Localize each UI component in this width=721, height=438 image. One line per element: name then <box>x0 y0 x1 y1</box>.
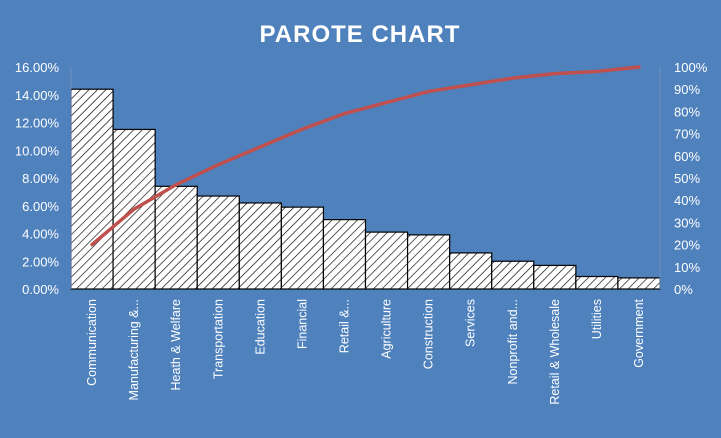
bar <box>406 234 451 290</box>
y2-axis-tick-label: 60% <box>674 149 700 164</box>
bar <box>196 195 240 290</box>
x-axis-category-label: Construction <box>422 299 436 369</box>
x-axis-category-label: Services <box>464 299 478 347</box>
plot-area: 0.00% 2.00% 4.00% 6.00% 8.00% 10.00% 12.00% 14.… <box>15 60 708 405</box>
y-axis-tick-label: 4.00% <box>22 227 59 242</box>
y2-axis-tick-label: 90% <box>674 82 700 97</box>
bar <box>280 206 325 290</box>
bar <box>238 202 282 290</box>
x-axis-category-label: Retail &... <box>337 299 351 353</box>
bar <box>575 275 619 290</box>
y-axis-tick-label: 16.00% <box>15 60 60 75</box>
y-axis-tick-label: 10.00% <box>15 143 60 158</box>
x-axis-category-label: Agriculture <box>380 299 394 359</box>
x-axis-category-label: Government <box>632 298 646 367</box>
y-axis-tick-label: 8.00% <box>22 171 59 186</box>
bar <box>364 231 409 290</box>
y2-axis-tick-label: 100% <box>674 60 708 75</box>
y2-axis-tick-label: 50% <box>674 171 700 186</box>
y2-axis-tick-label: 80% <box>674 104 700 119</box>
y-axis-tick-label: 2.00% <box>22 254 59 269</box>
y2-axis-tick-label: 40% <box>674 193 700 208</box>
x-axis-category-label: Manufacturing &... <box>127 299 141 400</box>
bar <box>322 219 367 290</box>
y2-axis-tick-label: 30% <box>674 215 700 230</box>
bar <box>617 277 661 290</box>
x-axis-category-label: Retail & Wholesale <box>548 299 562 405</box>
y2-axis-tick-label: 20% <box>674 238 700 253</box>
x-axis-category-label: Education <box>253 299 267 355</box>
x-axis-category-label: Transportation <box>211 299 225 379</box>
x-axis-category-label: Nonprofit and... <box>506 299 520 384</box>
bar <box>533 264 577 290</box>
x-axis-category-label: Communication <box>85 299 99 386</box>
x-axis-category-label: Financial <box>295 299 309 349</box>
y-axis-tick-label: 6.00% <box>22 199 59 214</box>
bar <box>449 252 493 290</box>
y-axis-tick-label: 14.00% <box>15 88 60 103</box>
bar <box>154 185 198 290</box>
x-axis-category-label: Heath & Welfare <box>169 299 183 391</box>
bar <box>70 88 114 290</box>
cumulative-line <box>90 65 641 247</box>
y-axis-tick-label: 0.00% <box>22 282 59 297</box>
bar <box>491 260 535 290</box>
y2-axis-tick-label: 70% <box>674 127 700 142</box>
y2-axis-tick-label: 10% <box>674 260 700 275</box>
y2-axis-tick-label: 0% <box>674 282 693 297</box>
y-axis-tick-label: 12.00% <box>15 116 60 131</box>
x-axis-category-label: Utilities <box>590 299 604 339</box>
chart-title: PAROTE CHART <box>260 21 461 48</box>
